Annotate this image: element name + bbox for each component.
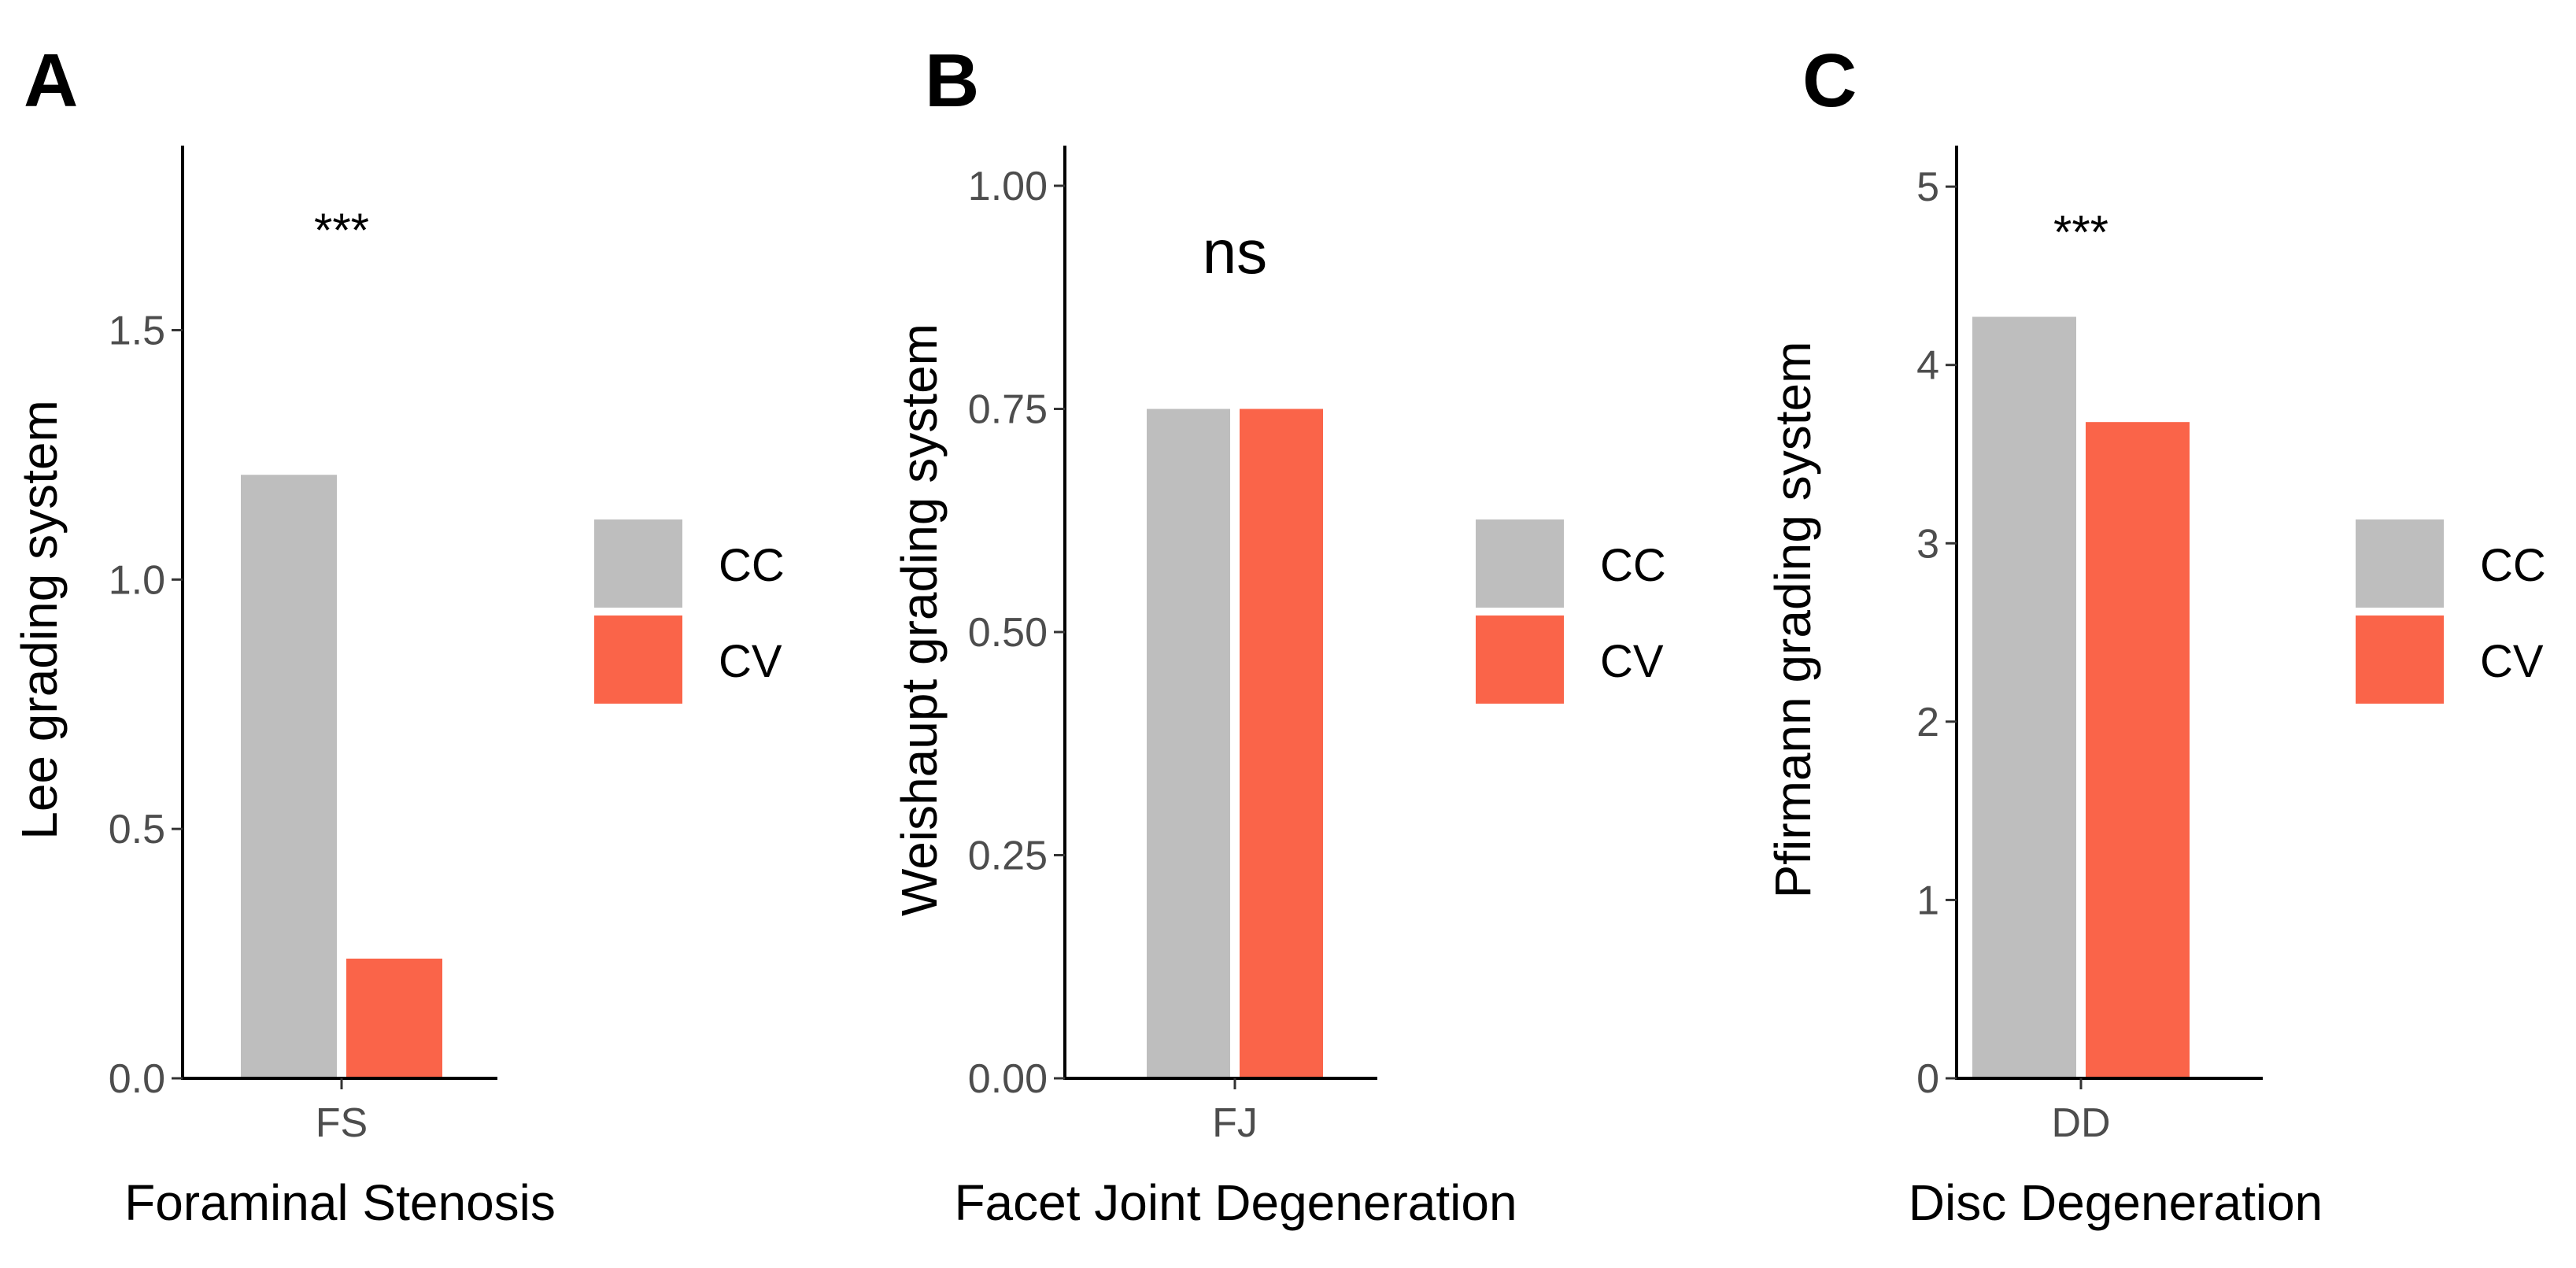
legend-key-cv [1476,616,1564,704]
y-tick-label: 0.50 [968,610,1048,656]
bar-cc [1972,316,2076,1078]
legend: CC CV [2356,519,2546,704]
legend-key-cc [594,519,682,608]
panel-a: A 0.0 0.5 1.0 1.5 FS *** Foraminal Stenosis Lee … [11,39,785,1231]
legend-label-cv: CV [2480,636,2544,687]
y-tick-label: 3 [1916,521,1939,567]
y-tick-label: 1.00 [968,164,1048,209]
legend-label-cv: CV [1600,636,1664,687]
legend-label-cc: CC [1600,540,1666,591]
legend-key-cv [2356,616,2444,704]
y-tick-label: 0.5 [109,807,165,852]
bar-cv [1240,408,1323,1078]
x-axis-title: Facet Joint Degeneration [954,1174,1517,1231]
y-axis-title: Weishaupt grading system [891,323,948,916]
panel-c: C 0 1 2 3 4 5 DD *** Disc Degeneration Pfirmann gr… [1765,39,2546,1231]
x-tick-label: FJ [1212,1100,1258,1146]
panel-letter: A [24,39,78,123]
x-axis-title: Disc Degeneration [1909,1174,2323,1231]
legend-label-cv: CV [719,636,782,687]
panel-letter: B [925,39,979,123]
bar-cc [241,475,337,1078]
y-tick-label: 0.00 [968,1056,1048,1102]
legend-label-cc: CC [719,540,785,591]
x-tick-label: DD [2051,1100,2110,1146]
y-tick-label: 4 [1916,343,1939,389]
significance-label: ns [1203,217,1267,287]
legend-key-cc [2356,519,2444,608]
y-tick-label: 0 [1916,1056,1939,1102]
y-tick-label: 1.5 [109,308,165,353]
significance-label: *** [314,204,369,257]
y-tick-label: 0.25 [968,834,1048,879]
significance-label: *** [2053,205,2108,258]
y-tick-label: 1.0 [109,557,165,603]
panel-b: B 0.00 0.25 0.50 0.75 1.00 FJ ns Facet Joint Deg… [891,39,1666,1231]
x-axis-title: Foraminal Stenosis [124,1174,556,1231]
legend-label-cc: CC [2480,540,2546,591]
bar-cv [346,958,442,1078]
y-axis-title: Lee grading system [11,400,68,840]
legend: CC CV [594,519,785,704]
panel-letter: C [1802,39,1857,123]
y-tick-label: 0.75 [968,387,1048,433]
y-tick-label: 0.0 [109,1056,165,1102]
y-axis-title: Pfirmann grading system [1765,342,1821,899]
x-tick-label: FS [316,1100,368,1146]
legend-key-cv [594,616,682,704]
y-tick-label: 2 [1916,700,1939,745]
bar-cv [2086,422,2190,1078]
bar-cc [1147,408,1230,1078]
legend: CC CV [1476,519,1666,704]
legend-key-cc [1476,519,1564,608]
y-tick-label: 1 [1916,878,1939,923]
y-tick-label: 5 [1916,165,1939,210]
